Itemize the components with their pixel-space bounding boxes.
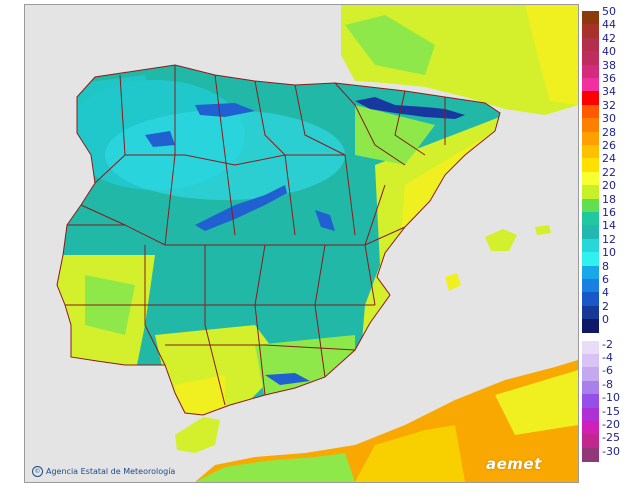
legend-label: 22 bbox=[602, 165, 616, 179]
legend-label: 32 bbox=[602, 98, 616, 112]
legend-label: 40 bbox=[602, 45, 616, 59]
legend-label: 42 bbox=[602, 31, 616, 45]
temperature-legend: 50 44 42 40 38 36 34 32 30 28 26 24 22 20 18 16 14 12 10 8 6… bbox=[582, 6, 630, 481]
legend-swatch bbox=[582, 37, 599, 52]
legend-label: -25 bbox=[602, 431, 620, 445]
attribution-text: Agencia Estatal de Meteorología bbox=[46, 467, 176, 476]
province-borders bbox=[56, 64, 501, 416]
legend-label: 4 bbox=[602, 286, 609, 300]
legend-label: -8 bbox=[602, 377, 613, 391]
mallorca-island bbox=[485, 229, 517, 251]
legend-swatch bbox=[582, 118, 599, 133]
temperature-map bbox=[24, 4, 579, 483]
legend-swatch bbox=[582, 212, 599, 226]
morocco-green bbox=[195, 453, 355, 482]
menorca-island bbox=[535, 225, 551, 235]
legend-swatch bbox=[582, 225, 599, 240]
north-africa-landmass bbox=[195, 360, 578, 482]
legend-label: -4 bbox=[602, 351, 613, 364]
ibiza-island bbox=[445, 273, 461, 291]
legend-swatch bbox=[582, 24, 599, 39]
algeria-yellow bbox=[495, 370, 578, 435]
legend-label: 10 bbox=[602, 246, 616, 260]
legend-swatch bbox=[582, 238, 599, 253]
legend-swatch bbox=[582, 305, 599, 320]
legend-label: 14 bbox=[602, 219, 616, 233]
legend-label: -6 bbox=[602, 364, 613, 378]
legend-swatch bbox=[582, 78, 599, 92]
legend-label: 8 bbox=[602, 259, 609, 273]
legend-swatch bbox=[582, 64, 599, 79]
zone-galicia bbox=[65, 75, 155, 125]
legend-label: 6 bbox=[602, 273, 609, 286]
legend-swatch bbox=[582, 145, 599, 159]
legend-label: 30 bbox=[602, 112, 616, 126]
legend-swatch bbox=[582, 104, 599, 119]
france-warm-area bbox=[525, 5, 578, 105]
legend-swatch bbox=[582, 91, 599, 106]
legend-swatch bbox=[582, 340, 599, 355]
legend-swatch bbox=[582, 171, 599, 186]
legend-label: 26 bbox=[602, 139, 616, 152]
legend-label: 28 bbox=[602, 125, 616, 139]
zone-leon-cold bbox=[145, 131, 175, 147]
legend-label: 12 bbox=[602, 232, 616, 246]
legend-label: 44 bbox=[602, 18, 616, 32]
legend-swatch bbox=[582, 354, 599, 368]
map-canvas bbox=[25, 5, 578, 482]
zone-pyrenees-cold bbox=[355, 97, 465, 119]
legend-label: -30 bbox=[602, 444, 620, 458]
legend-label: 0 bbox=[602, 313, 609, 327]
legend-swatch bbox=[582, 51, 599, 66]
legend-label: 36 bbox=[602, 72, 616, 85]
legend-label: -20 bbox=[602, 418, 620, 431]
legend-swatch bbox=[582, 265, 599, 280]
legend-label: 16 bbox=[602, 206, 616, 219]
copyright-icon: © bbox=[32, 466, 43, 477]
legend-swatch bbox=[582, 394, 599, 409]
zone-iberian-cold bbox=[315, 210, 335, 231]
legend-swatch bbox=[582, 421, 599, 435]
zone-cantabrian-cold bbox=[195, 103, 255, 117]
algeria-warm bbox=[355, 425, 465, 482]
legend-swatch bbox=[582, 292, 599, 307]
legend-label: 2 bbox=[602, 299, 609, 313]
legend-swatch bbox=[582, 11, 599, 25]
legend-label: 20 bbox=[602, 179, 616, 193]
legend-swatch bbox=[582, 447, 599, 462]
aemet-logo: aemet bbox=[486, 455, 542, 473]
legend-label: 50 bbox=[602, 5, 616, 18]
legend-swatch bbox=[582, 279, 599, 293]
france-green-area bbox=[345, 15, 435, 75]
zone-sierra-nevada-cold bbox=[265, 373, 310, 385]
legend-swatch bbox=[582, 434, 599, 449]
legend-swatch bbox=[582, 367, 599, 382]
legend-label: 38 bbox=[602, 58, 616, 72]
legend-label: 34 bbox=[602, 85, 616, 99]
attribution: © Agencia Estatal de Meteorología bbox=[32, 466, 175, 477]
legend-label: 24 bbox=[602, 152, 616, 166]
zone-central-system-cold bbox=[195, 185, 287, 231]
southern-tip bbox=[175, 417, 220, 453]
legend-swatch bbox=[582, 158, 599, 173]
legend-swatch bbox=[582, 131, 599, 146]
legend-swatch bbox=[582, 380, 599, 395]
legend-swatch bbox=[582, 252, 599, 267]
legend-swatch bbox=[582, 185, 599, 200]
legend-label: -2 bbox=[602, 337, 613, 351]
legend-swatch bbox=[582, 407, 599, 422]
legend-swatch bbox=[582, 319, 599, 334]
legend-label: -10 bbox=[602, 391, 620, 405]
legend-label: -15 bbox=[602, 404, 620, 418]
legend-label: 18 bbox=[602, 192, 616, 206]
legend-swatch bbox=[582, 198, 599, 213]
